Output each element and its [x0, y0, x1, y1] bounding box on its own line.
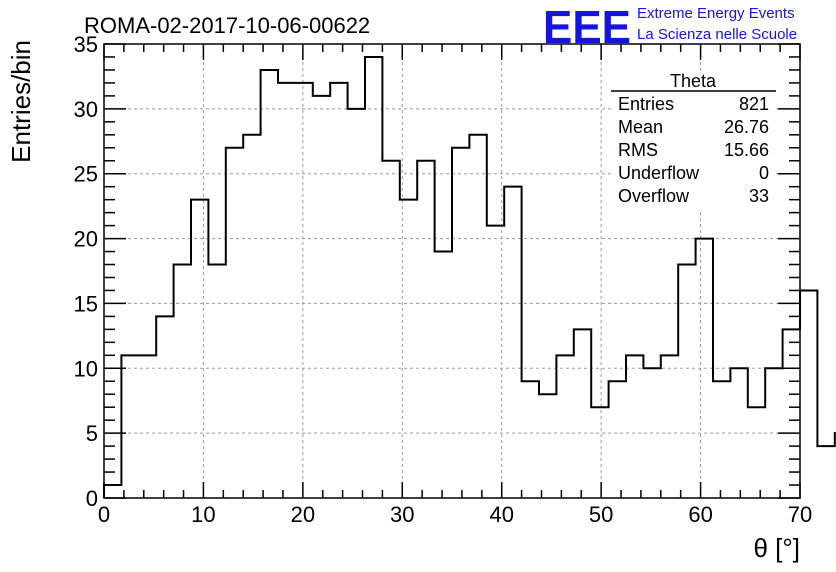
y-tick-label: 25: [74, 162, 98, 187]
histogram-bin: [730, 368, 747, 498]
histogram-bin: [121, 355, 138, 498]
histogram-bin: [382, 161, 399, 498]
x-tick-label: 30: [390, 502, 414, 527]
histogram-bin: [174, 265, 191, 498]
stats-row-value: 821: [739, 94, 769, 114]
histogram-bin: [417, 161, 434, 498]
histogram-bin: [609, 381, 626, 498]
histogram-bin: [713, 381, 730, 498]
stats-row-value: 26.76: [724, 117, 769, 137]
histogram-bin: [452, 148, 469, 498]
histogram-bin: [504, 187, 521, 498]
stats-row-value: 0: [759, 163, 769, 183]
histogram-bin: [748, 407, 765, 498]
stats-row-label: Mean: [618, 117, 663, 137]
x-tick-labels: 0 10 20 30 40 50 60 70: [98, 502, 812, 527]
y-tick-label: 0: [86, 486, 98, 511]
histogram-bin: [522, 381, 539, 498]
logo-line-2: La Scienza nelle Scuole: [637, 26, 797, 43]
y-tick-label: 30: [74, 97, 98, 122]
histogram-bin: [800, 290, 817, 498]
plot-frame: [103, 43, 801, 499]
stats-row-label: RMS: [618, 140, 658, 160]
y-tick-label: 5: [86, 421, 98, 446]
histogram-bin: [435, 252, 452, 498]
histogram-bin: [330, 83, 347, 498]
stats-box: Theta Entries 821 Mean 26.76 RMS 15.66 Underfl…: [611, 71, 776, 211]
y-tick-label: 35: [74, 32, 98, 57]
histogram-bin: [313, 96, 330, 498]
histogram-bin: [574, 329, 591, 498]
histogram-bin: [278, 83, 295, 498]
stats-row-value: 33: [749, 186, 769, 206]
stats-row-label: Overflow: [618, 186, 690, 206]
x-tick-label: 20: [291, 502, 315, 527]
x-tick-label: 70: [788, 502, 812, 527]
histogram-bin: [626, 355, 643, 498]
histogram-bin: [104, 485, 121, 498]
y-tick-label: 20: [74, 227, 98, 252]
histogram-bin: [591, 407, 608, 498]
histogram-bin: [817, 446, 834, 498]
histogram-bin: [295, 83, 312, 498]
histogram-bin: [678, 265, 695, 498]
histogram-bin: [191, 200, 208, 498]
x-axis-title: θ [°]: [753, 533, 800, 563]
histogram-bin: [261, 70, 278, 498]
y-tick-labels: 0 5 10 15 20 25 30 35: [74, 32, 98, 511]
histogram-bin: [156, 316, 173, 498]
histogram-bin: [365, 57, 382, 498]
y-tick-label: 15: [74, 291, 98, 316]
eee-logo: EEE Extreme Energy Events La Scienza nel…: [543, 1, 797, 53]
axis-ticks: [103, 43, 801, 499]
histogram-bin: [139, 355, 156, 498]
stats-rows: Entries 821 Mean 26.76 RMS 15.66 Underflow 0 Ove…: [618, 94, 769, 206]
histogram-bin: [226, 148, 243, 498]
histogram-bin: [208, 265, 225, 498]
stats-row-label: Underflow: [618, 163, 700, 183]
histogram-bin: [243, 135, 260, 498]
stats-row-label: Entries: [618, 94, 674, 114]
x-tick-label: 0: [98, 502, 110, 527]
y-tick-label: 10: [74, 356, 98, 381]
stats-box-background: [611, 73, 776, 211]
x-tick-label: 10: [191, 502, 215, 527]
logo-line-1: Extreme Energy Events: [637, 5, 795, 22]
stats-row-value: 15.66: [724, 140, 769, 160]
histogram-bin: [539, 394, 556, 498]
chart-title: ROMA-02-2017-10-06-00622: [84, 13, 370, 38]
histogram-bin: [556, 355, 573, 498]
stats-title: Theta: [670, 71, 717, 91]
x-tick-label: 60: [688, 502, 712, 527]
histogram-outline: [103, 55, 836, 498]
x-tick-label: 50: [589, 502, 613, 527]
histogram-bin: [469, 135, 486, 498]
y-axis-title: Entries/bin: [6, 40, 36, 163]
histogram-bin: [661, 355, 678, 498]
logo-mark: EEE: [543, 1, 631, 53]
x-tick-label: 40: [489, 502, 513, 527]
